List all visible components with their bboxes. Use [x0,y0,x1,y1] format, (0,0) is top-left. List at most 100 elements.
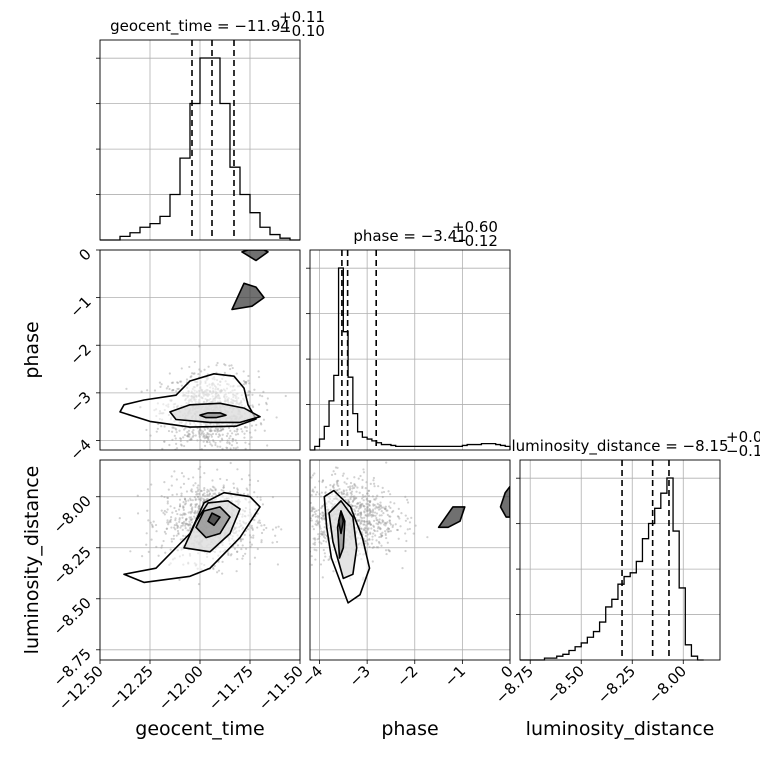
sample-point [189,497,192,500]
sample-point [171,438,174,441]
sample-point [221,560,224,563]
sample-point [370,527,373,530]
sample-point [219,429,223,432]
sample-point [347,500,350,503]
sample-point [342,472,345,475]
sample-point [208,440,211,444]
sample-point [179,437,183,441]
sample-point [369,482,372,485]
sample-point [167,521,170,524]
sample-point [290,502,292,504]
sample-point [206,494,209,497]
sample-point [199,465,202,469]
ytick-label-phase-4: 0 [75,245,94,264]
sample-point [223,363,226,366]
sample-point [170,515,173,519]
sample-point [316,538,319,541]
sample-point [393,502,396,505]
sample-point [204,468,206,470]
sample-point [373,511,377,514]
sample-point [361,485,364,488]
sample-point [199,428,202,431]
sample-point [166,385,170,388]
sample-point [364,534,367,538]
sample-point [208,493,211,496]
sample-point [125,387,128,390]
sample-point [216,427,220,430]
sample-point [244,382,248,385]
sample-point [320,517,323,520]
sample-point [192,372,195,375]
sample-point [369,522,372,526]
sample-point [280,528,283,531]
sample-point [408,521,412,524]
sample-point [157,422,160,426]
sample-point [317,522,320,525]
sample-point [221,439,224,442]
sample-point [247,393,251,396]
sample-point [203,499,206,502]
sample-point [247,374,250,378]
sample-point [372,514,375,517]
sample-point [371,546,374,549]
axes-frame [519,459,721,661]
sample-point [230,553,233,556]
title-phase: phase = −3.41 [353,227,466,245]
sample-point [310,493,313,497]
sample-point [248,483,251,486]
sample-point [198,455,200,457]
sample-point [187,524,190,527]
sample-point [166,500,169,503]
sample-point [313,510,316,514]
sample-point [140,555,144,558]
sample-point [365,497,369,500]
sample-point [174,528,177,531]
sample-point [371,513,374,516]
sample-point [226,441,229,444]
sample-point [362,468,365,471]
sample-point [153,389,157,392]
sample-point [173,434,176,437]
sample-point [186,440,189,443]
sample-point [180,492,183,495]
sample-point [370,542,374,545]
axes-frame [99,249,301,451]
sample-point [361,520,364,523]
sample-point [351,500,354,503]
sample-point [362,523,365,526]
sample-point [359,511,363,514]
sample-point [189,438,193,441]
sample-point [368,501,371,504]
sample-point [160,546,163,549]
sample-point [250,424,254,427]
sample-point [387,527,390,530]
sample-point [194,504,197,507]
sample-point [350,503,353,506]
sample-point [312,542,315,545]
sample-point [184,518,188,521]
sample-point [321,531,324,534]
sample-point [350,490,354,493]
sample-point [375,497,378,500]
sample-point [374,534,377,537]
sample-point [321,532,324,535]
sample-point [220,488,223,492]
sample-point [246,488,249,492]
sample-point [321,511,324,514]
sample-point [322,514,325,517]
sample-point [178,578,181,581]
sample-point [180,494,183,497]
sample-point [360,527,363,530]
sample-point [211,495,214,498]
sample-point [376,527,380,530]
sample-point [216,430,219,433]
sample-point [389,515,392,518]
sample-point [190,503,193,506]
sample-point [342,490,346,493]
sample-point [318,535,321,538]
sample-point [186,435,189,438]
sample-point [376,506,379,509]
sample-point [175,534,178,537]
sample-point [216,428,219,432]
sample-point [183,433,187,437]
